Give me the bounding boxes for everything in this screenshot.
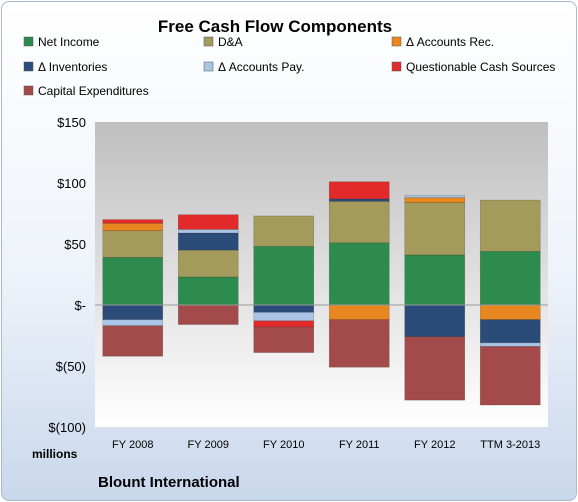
bar-segment	[102, 325, 164, 357]
y-tick-label: $100	[57, 176, 86, 191]
y-tick-label: $50	[64, 237, 86, 252]
bar-segment	[177, 232, 239, 251]
x-tick-label: FY 2011	[339, 439, 380, 451]
bar-segment	[102, 230, 164, 258]
y-axis: $150 $100 $50 $- $(50) $(100)	[48, 115, 86, 435]
bar-segment	[404, 304, 466, 338]
bar-segment	[253, 312, 315, 322]
bar-segment	[102, 222, 164, 231]
x-tick-label: FY 2009	[188, 439, 229, 451]
x-tick-label: TTM 3-2013	[480, 439, 540, 451]
legend-swatch	[23, 61, 34, 72]
legend-label: Δ Accounts Rec.	[406, 35, 494, 49]
legend-swatch	[23, 36, 34, 47]
bar-segment	[177, 214, 239, 230]
legend-label: Δ Inventories	[38, 60, 107, 74]
bar-segment	[102, 304, 164, 320]
bar-segment	[479, 304, 541, 320]
bar-segment	[479, 251, 541, 306]
bar-segment	[177, 276, 239, 306]
bar-segment	[328, 198, 390, 202]
legend-swatch	[203, 61, 214, 72]
legend-swatch	[391, 36, 402, 47]
legend-swatch	[203, 36, 214, 47]
legend-swatch	[23, 85, 34, 96]
footer-label: Blount International	[98, 474, 240, 491]
bar-segment	[404, 194, 466, 198]
bar-segment	[404, 202, 466, 256]
bar-segment	[253, 215, 315, 247]
y-tick-label: $(100)	[48, 420, 86, 435]
bar-segment	[479, 319, 541, 344]
bar-segment	[102, 319, 164, 327]
bar-segment	[328, 319, 390, 368]
bar-segment	[404, 254, 466, 306]
bar-segment	[404, 336, 466, 401]
legend-label: Net Income	[38, 35, 100, 49]
units-label: millions	[32, 447, 78, 461]
chart-title: Free Cash Flow Components	[158, 17, 392, 36]
bar-segment	[328, 242, 390, 306]
bar-segment	[253, 246, 315, 306]
bar-segment	[253, 320, 315, 328]
bar-segment	[404, 197, 466, 203]
bar-segment	[328, 181, 390, 200]
x-tick-label: FY 2008	[112, 439, 153, 451]
x-axis: FY 2008 FY 2009 FY 2010 FY 2011 FY 2012 TTM 3…	[112, 439, 540, 451]
bar-segment	[177, 249, 239, 278]
legend-label: D&A	[218, 35, 243, 49]
bar-segment	[177, 229, 239, 234]
bar-segment	[479, 346, 541, 406]
plot-area	[95, 122, 548, 427]
x-tick-label: FY 2012	[414, 439, 455, 451]
legend-swatch	[391, 61, 402, 72]
bar-segment	[328, 304, 390, 320]
bar-segment	[102, 219, 164, 224]
bar-segment	[102, 257, 164, 306]
legend-label: Δ Accounts Pay.	[218, 60, 305, 74]
bar-segment	[479, 342, 541, 347]
legend-label: Questionable Cash Sources	[406, 60, 555, 74]
y-tick-label: $150	[57, 115, 86, 130]
y-tick-label: $-	[74, 298, 86, 313]
bar-segment	[328, 201, 390, 244]
legend-label: Capital Expenditures	[38, 84, 149, 98]
bars	[102, 181, 541, 406]
bar-segment	[253, 326, 315, 353]
y-tick-label: $(50)	[56, 359, 86, 374]
bar-segment	[177, 304, 239, 325]
x-tick-label: FY 2010	[263, 439, 304, 451]
bar-segment	[253, 304, 315, 313]
bar-segment	[479, 199, 541, 252]
legend: Net Income D&A Δ Accounts Rec. Δ Inventorie…	[23, 35, 555, 98]
